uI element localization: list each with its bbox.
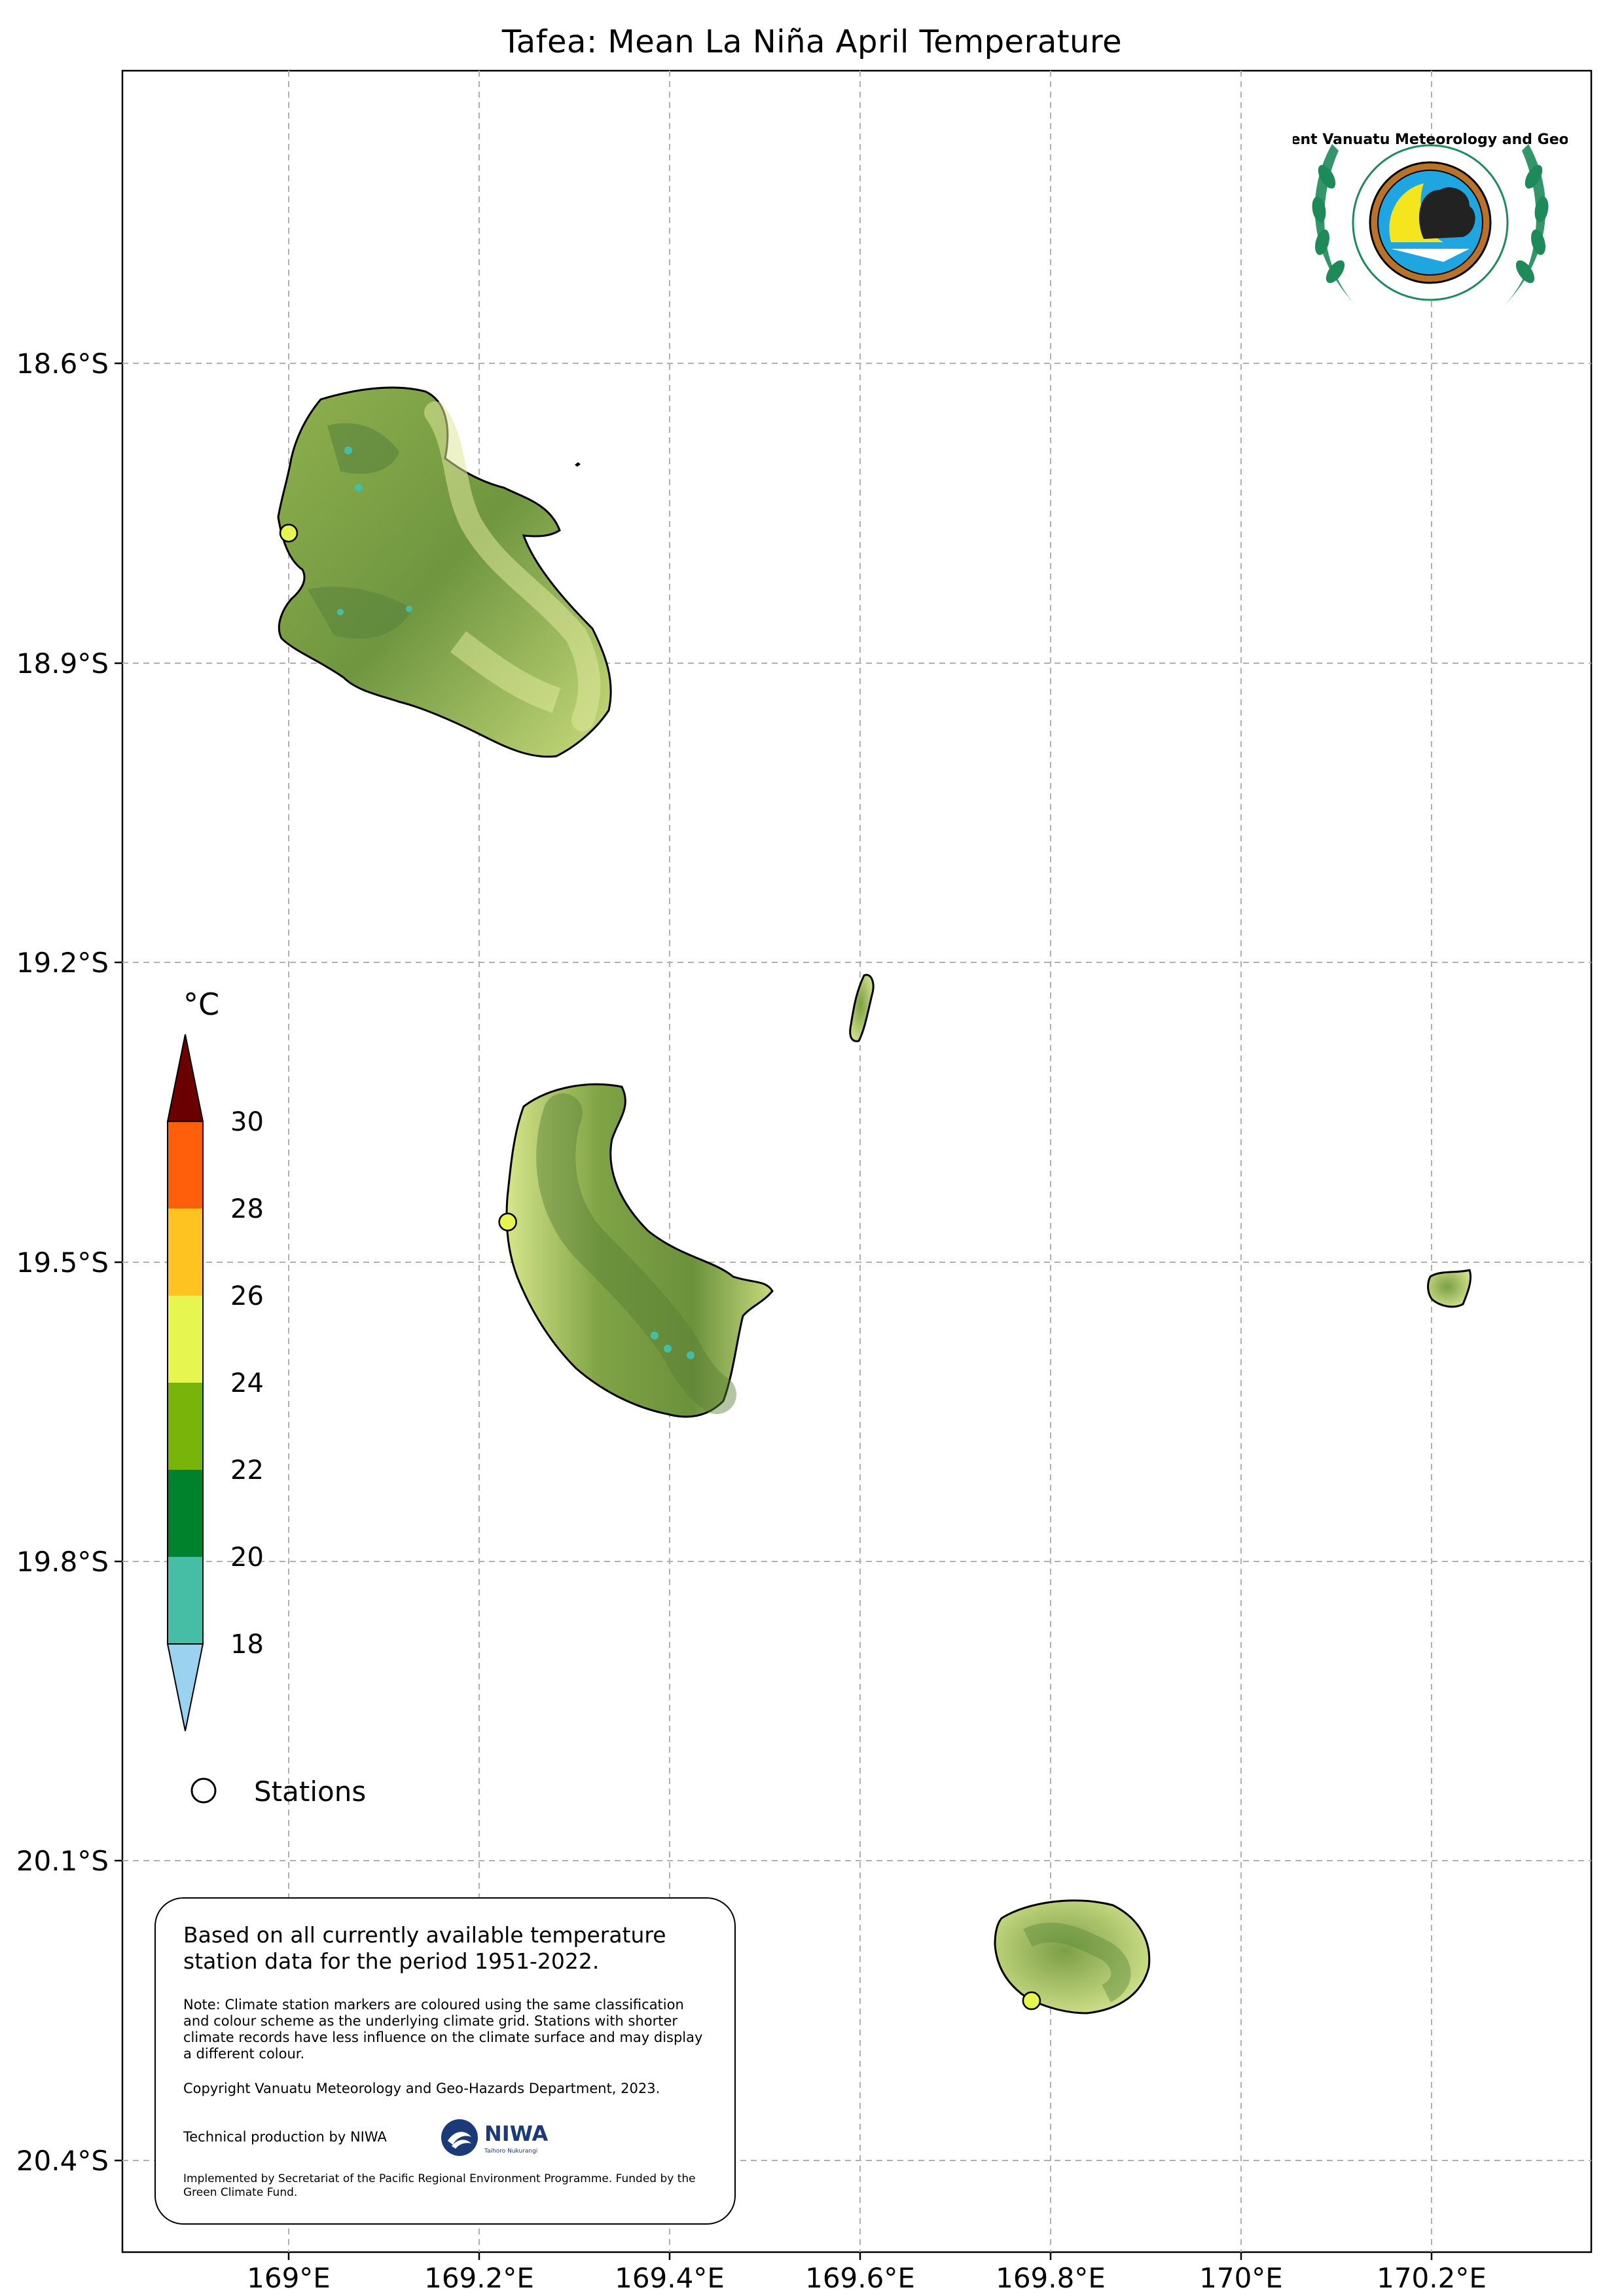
x-tick-label: 169.2°E — [424, 2262, 534, 2294]
info-copyright-text: Copyright Vanuatu Meteorology and Geo-Ha… — [183, 2081, 660, 2096]
x-tick-label: 169°E — [247, 2262, 331, 2294]
info-technical-text: Technical production by NIWA — [183, 2129, 387, 2145]
stations-legend-marker — [190, 1777, 217, 1804]
niwa-logo-subtext: Taihoro Nukurangi — [484, 2148, 537, 2155]
colorbar-label: 22 — [230, 1455, 264, 1485]
y-tick-label: 19.5°S — [16, 1247, 109, 1279]
niwa-logo: NIWA Taihoro Nukurangi — [441, 2119, 549, 2156]
station-erromango-marker — [279, 524, 298, 543]
colorbar-label: 30 — [230, 1107, 264, 1137]
y-tick-label: 18.6°S — [16, 348, 109, 380]
map-title: Tafea: Mean La Niña April Temperature — [501, 24, 1123, 60]
station-aneityum-marker — [1022, 1991, 1041, 2011]
info-main-text: Based on all currently available tempera… — [183, 1922, 666, 1974]
x-tick-label: 169.8°E — [996, 2262, 1106, 2294]
colorbar-band-28-30 — [168, 1121, 203, 1209]
info-implemented-text: Implemented by Secretariat of the Pacifi… — [183, 2172, 696, 2199]
gridlines — [122, 71, 1591, 2252]
axis-ticks — [115, 362, 1433, 2260]
colorbar-extend-bottom — [166, 1643, 204, 1732]
stations-legend-label: Stations — [254, 1776, 367, 1808]
colorbar-band-20-22 — [168, 1470, 203, 1557]
colorbar-band-24-26 — [168, 1296, 203, 1383]
y-tick-label: 20.4°S — [16, 2145, 109, 2177]
island-tanna — [505, 1083, 774, 1418]
info-note-text: Note: Climate station markers are colour… — [183, 1997, 703, 2062]
colorbar-label: 24 — [230, 1368, 264, 1398]
y-tick-label: 19.8°S — [16, 1546, 109, 1578]
y-tick-label: 19.2°S — [16, 947, 109, 979]
x-tick-label: 169.4°E — [615, 2262, 725, 2294]
y-tick-label: 20.1°S — [16, 1845, 109, 1877]
y-tick-label: 18.9°S — [16, 647, 109, 680]
colorbar-band-22-24 — [168, 1383, 203, 1470]
info-box: Based on all currently available tempera… — [154, 1897, 736, 2225]
laurel-wreath-icon — [1312, 144, 1549, 308]
x-tick-label: 170°E — [1199, 2262, 1283, 2294]
island-aniwa — [849, 974, 875, 1042]
vmgd-logo: Department Vanuatu Meteorology and Geo-H… — [1293, 132, 1568, 308]
x-tick-label: 170.2°E — [1377, 2262, 1487, 2294]
station-tanna-marker — [498, 1212, 517, 1231]
x-tick-label: 169.6°E — [805, 2262, 915, 2294]
colorbar-label: 18 — [230, 1630, 264, 1660]
colorbar-label: 26 — [230, 1281, 264, 1311]
logo-text: Department Vanuatu Meteorology and Geo-H… — [1293, 132, 1568, 148]
island-aneityum — [994, 1899, 1151, 2014]
map-frame — [121, 69, 1593, 2253]
island-futuna — [1427, 1269, 1472, 1308]
colorbar-unit: °C — [183, 987, 219, 1022]
colorbar-label: 28 — [230, 1194, 264, 1224]
colorbar-band-26-28 — [168, 1209, 203, 1296]
stations-layer — [279, 524, 1041, 2011]
colorbar-band-18-20 — [168, 1557, 203, 1644]
colorbar-extend-top — [166, 1034, 204, 1122]
niwa-logo-text: NIWA — [484, 2121, 549, 2146]
colorbar: °C 30 28 26 24 22 20 18 — [166, 987, 264, 1732]
island-erromango — [277, 386, 612, 758]
colorbar-label: 20 — [230, 1542, 264, 1573]
